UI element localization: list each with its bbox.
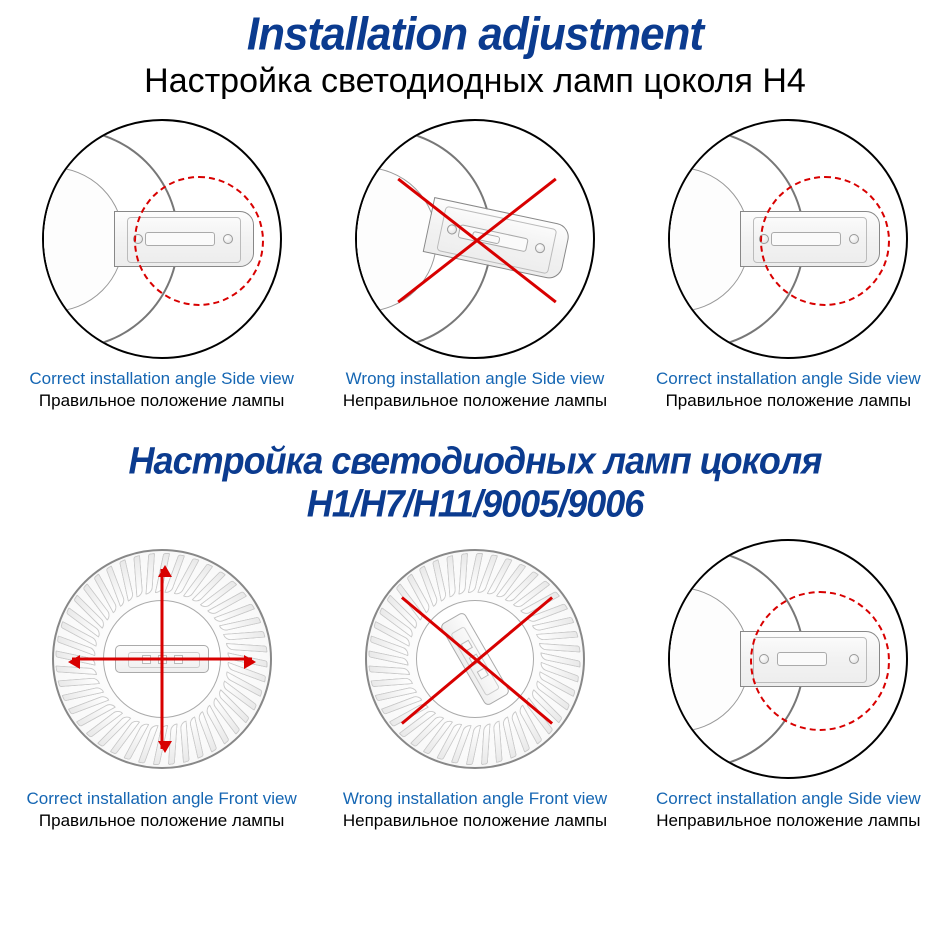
- caption-ru: Правильное положение лампы: [39, 811, 285, 831]
- caption-en: Correct installation angle Side view: [29, 369, 294, 389]
- fan-icon: [52, 549, 272, 769]
- row-h4: Correct installation angle Side view Пра…: [10, 119, 940, 411]
- caption-ru: Правильное положение лампы: [39, 391, 285, 411]
- section2-title-line1: Настройка светодиодных ламп цоколя: [129, 439, 822, 482]
- diagram-side-correct-3: [668, 539, 908, 779]
- section2-title-line2: H1/H7/H11/9005/9006: [307, 482, 644, 525]
- diagram-front-wrong: [355, 539, 595, 779]
- caption-en: Correct installation angle Side view: [656, 789, 921, 809]
- cell-r2c1: Correct installation angle Front view Пр…: [12, 539, 312, 831]
- caption-en: Correct installation angle Front view: [27, 789, 297, 809]
- cell-r2c2: Wrong installation angle Front view Непр…: [325, 539, 625, 831]
- caption-en: Wrong installation angle Front view: [343, 789, 607, 809]
- diagram-side-wrong: [355, 119, 595, 359]
- caption-ru: Неправильное положение лампы: [343, 811, 607, 831]
- red-dashed-circle-icon: [134, 176, 264, 306]
- diagram-front-correct: [42, 539, 282, 779]
- fan-icon: [365, 549, 585, 769]
- red-arrow-cross-icon: [160, 569, 163, 749]
- row-h1h7: Correct installation angle Front view Пр…: [10, 539, 940, 831]
- caption-ru: Неправильное положение лампы: [656, 811, 920, 831]
- main-title-ru: Настройка светодиодных ламп цоколя H4: [10, 62, 940, 101]
- cell-r1c3: Correct installation angle Side view Пра…: [638, 119, 938, 411]
- red-dashed-circle-icon: [760, 176, 890, 306]
- diagram-side-correct-2: [668, 119, 908, 359]
- cell-r2c3: Correct installation angle Side view Неп…: [638, 539, 938, 831]
- caption-en: Wrong installation angle Side view: [346, 369, 605, 389]
- caption-ru: Правильное положение лампы: [666, 391, 912, 411]
- diagram-side-correct-1: [42, 119, 282, 359]
- red-dashed-circle-icon: [750, 591, 890, 731]
- section2-title: Настройка светодиодных ламп цоколя H1/H7…: [10, 439, 940, 526]
- caption-en: Correct installation angle Side view: [656, 369, 921, 389]
- cell-r1c1: Correct installation angle Side view Пра…: [12, 119, 312, 411]
- cell-r1c2: Wrong installation angle Side view Непра…: [325, 119, 625, 411]
- main-title-en: Installation adjustment: [10, 9, 940, 62]
- caption-ru: Неправильное положение лампы: [343, 391, 607, 411]
- infographic-root: Installation adjustment Настройка светод…: [0, 0, 950, 950]
